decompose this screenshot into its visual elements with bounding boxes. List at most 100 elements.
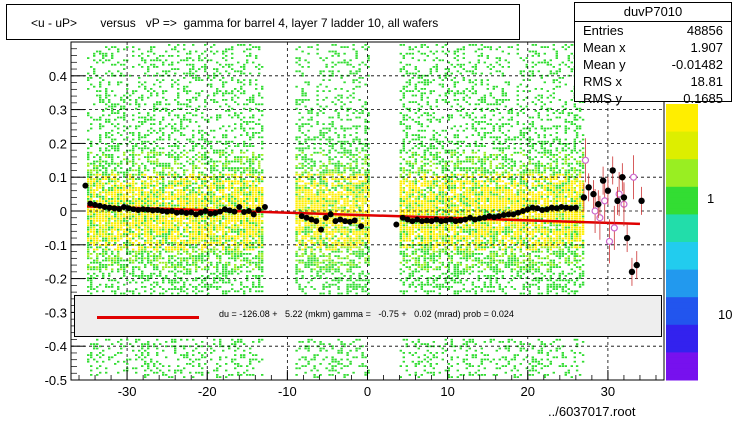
density-cell — [195, 178, 198, 180]
density-cell — [331, 50, 334, 53]
density-cell — [319, 224, 322, 227]
density-cell — [213, 72, 216, 75]
density-cell — [147, 275, 150, 277]
density-cell — [331, 169, 334, 172]
density-cell — [219, 272, 222, 275]
density-cell — [174, 127, 177, 130]
density-cell — [213, 204, 216, 207]
density-cell — [132, 231, 135, 233]
density-cell — [93, 288, 96, 290]
density-cell — [225, 266, 228, 268]
density-cell — [192, 222, 195, 224]
density-cell — [159, 138, 162, 141]
density-cell — [117, 224, 120, 227]
density-cell — [144, 220, 147, 222]
density-cell — [328, 248, 331, 251]
density-cell — [307, 182, 310, 185]
density-cell — [105, 178, 108, 180]
density-cell — [243, 215, 246, 218]
density-cell — [246, 202, 249, 205]
density-cell — [129, 103, 132, 106]
density-cell — [96, 187, 99, 189]
density-cell — [198, 105, 201, 108]
density-cell — [105, 233, 108, 235]
density-cell — [231, 231, 234, 233]
density-cell — [102, 184, 105, 187]
density-cell — [340, 147, 343, 150]
density-cell — [195, 239, 198, 242]
density-cell — [144, 147, 147, 150]
density-cell — [168, 231, 171, 233]
density-cell — [150, 237, 153, 240]
density-cell — [349, 242, 352, 244]
density-cell — [177, 147, 180, 150]
density-cell — [90, 226, 93, 229]
density-cell — [331, 264, 334, 266]
density-cell — [213, 250, 216, 253]
density-cell — [328, 226, 331, 229]
density-cell — [198, 55, 201, 57]
density-cell — [249, 138, 252, 141]
density-cell — [180, 286, 183, 288]
density-cell — [105, 195, 108, 198]
density-cell — [186, 268, 189, 271]
density-cell — [319, 343, 322, 345]
density-cell — [147, 134, 150, 136]
density-cell — [147, 363, 150, 365]
density-cell — [231, 250, 234, 253]
density-cell — [108, 189, 111, 191]
density-cell — [255, 246, 258, 249]
density-cell — [204, 200, 207, 202]
density-cell — [168, 261, 171, 264]
density-cell — [108, 182, 111, 185]
density-cell — [135, 222, 138, 224]
density-cell — [144, 211, 147, 213]
density-cell — [177, 270, 180, 273]
density-cell — [120, 222, 123, 224]
density-cell — [108, 255, 111, 257]
density-cell — [174, 220, 177, 222]
density-cell — [301, 275, 304, 277]
density-cell — [307, 173, 310, 176]
density-cell — [141, 220, 144, 222]
density-cell — [213, 224, 216, 227]
density-cell — [249, 116, 252, 119]
density-cell — [331, 121, 334, 123]
density-cell — [252, 222, 255, 224]
density-cell — [316, 198, 319, 200]
density-cell — [322, 202, 325, 205]
density-cell — [135, 338, 138, 341]
density-cell — [132, 145, 135, 147]
density-cell — [117, 127, 120, 130]
density-cell — [219, 239, 222, 242]
density-cell — [183, 198, 186, 200]
density-cell — [343, 204, 346, 207]
density-cell — [189, 222, 192, 224]
density-cell — [222, 275, 225, 277]
density-cell — [219, 286, 222, 288]
density-cell — [210, 200, 213, 202]
density-cell — [252, 162, 255, 165]
density-cell — [156, 264, 159, 266]
density-cell — [132, 182, 135, 185]
density-cell — [96, 173, 99, 176]
density-cell — [295, 266, 298, 268]
density-cell — [340, 105, 343, 108]
density-cell — [234, 270, 237, 273]
density-cell — [165, 59, 168, 62]
density-cell — [298, 231, 301, 233]
density-cell — [150, 204, 153, 207]
density-cell — [298, 191, 301, 194]
density-cell — [90, 189, 93, 191]
density-cell — [301, 158, 304, 161]
density-cell — [240, 180, 243, 183]
density-cell — [192, 279, 195, 282]
density-cell — [111, 226, 114, 229]
density-cell — [210, 347, 213, 350]
density-cell — [129, 259, 132, 262]
density-cell — [117, 171, 120, 174]
density-cell — [90, 352, 93, 354]
density-cell — [135, 202, 138, 205]
density-cell — [99, 99, 102, 101]
density-cell — [144, 369, 147, 372]
